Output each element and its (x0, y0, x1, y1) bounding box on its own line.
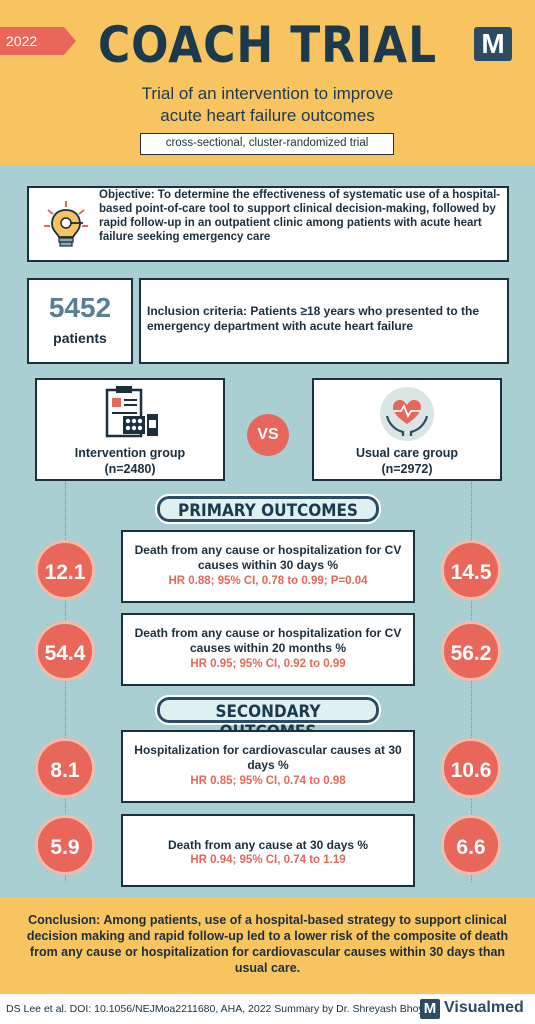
objective-box: Objective: To determine the effectivenes… (27, 186, 509, 262)
intervention-group-box: Intervention group (n=2480) (35, 378, 225, 481)
subtitle-line-1: Trial of an intervention to improve (141, 84, 394, 103)
primary-outcomes-banner: PRIMARY OUTCOMES (155, 494, 381, 524)
footer: DS Lee et al. DOI: 10.1056/NEJMoa2211680… (0, 994, 535, 1024)
conclusion-text: Conclusion: Among patients, use of a hos… (26, 913, 509, 975)
usual-connector-line (471, 482, 472, 882)
lightbulb-icon (44, 201, 88, 247)
page-title: COACH TRIAL (97, 16, 438, 74)
usual-value-circle: 6.6 (441, 815, 501, 875)
outcome-stat: HR 0.95; 95% CI, 0.92 to 0.99 (190, 658, 346, 670)
patient-count: 5452 (48, 292, 112, 323)
usual-value-circle: 10.6 (441, 738, 501, 798)
outcome-box: Hospitalization for cardiovascular cause… (121, 730, 415, 803)
outcome-stat: HR 0.85; 95% CI, 0.74 to 0.98 (190, 775, 346, 787)
footer-brand: Visualmed (444, 999, 524, 1016)
objective-text: Objective: To determine the effectivenes… (99, 189, 501, 243)
conclusion-banner: Conclusion: Among patients, use of a hos… (0, 898, 535, 994)
heart-hands-icon (380, 387, 434, 441)
header-banner: 2022 COACH TRIAL M Trial of an intervent… (0, 0, 535, 165)
outcome-stat: HR 0.88; 95% CI, 0.78 to 0.99; P=0.04 (168, 575, 368, 587)
subtitle-line-2: acute heart failure outcomes (160, 106, 375, 125)
outcome-box: Death from any cause or hospitalization … (121, 613, 415, 686)
page-subtitle: Trial of an intervention to improve acut… (0, 83, 535, 127)
year-tag: 2022 (0, 27, 76, 55)
intervention-group-n: (n=2480) (104, 462, 156, 476)
inclusion-criteria-box: Inclusion criteria: Patients ≥18 years w… (139, 278, 509, 364)
intervention-value-circle: 54.4 (35, 621, 95, 681)
intervention-value-circle: 12.1 (35, 540, 95, 600)
trial-design-badge: cross-sectional, cluster-randomized tria… (140, 133, 394, 155)
outcome-title: Death from any cause or hospitalization … (134, 543, 402, 572)
usual-value-circle: 56.2 (441, 621, 501, 681)
usual-care-group-box: Usual care group (n=2972) (312, 378, 502, 481)
primary-outcomes-title: PRIMARY OUTCOMES (178, 501, 358, 521)
usual-care-group-n: (n=2972) (381, 462, 433, 476)
outcome-title: Death from any cause at 30 days % (167, 838, 369, 852)
intervention-value-circle: 8.1 (35, 738, 95, 798)
secondary-outcomes-banner: SECONDARY OUTCOMES (155, 695, 381, 742)
visualmed-logo: M (474, 27, 512, 61)
intervention-group-name: Intervention group (74, 446, 186, 460)
usual-care-group-name: Usual care group (355, 446, 459, 460)
clipboard-medication-icon (105, 386, 158, 438)
inclusion-criteria-text: Inclusion criteria: Patients ≥18 years w… (147, 304, 480, 333)
vs-badge: VS (247, 414, 289, 456)
citation-text: DS Lee et al. DOI: 10.1056/NEJMoa2211680… (6, 1003, 434, 1015)
intervention-value-circle: 5.9 (35, 815, 95, 875)
patient-count-box: 5452 patients (27, 278, 133, 364)
intervention-connector-line (65, 482, 66, 882)
usual-value-circle: 14.5 (441, 540, 501, 600)
outcome-title: Death from any cause or hospitalization … (134, 626, 402, 655)
footer-logo: M (420, 999, 440, 1019)
outcome-title: Hospitalization for cardiovascular cause… (134, 743, 402, 772)
outcome-stat: HR 0.94; 95% CI, 0.74 to 1.19 (190, 854, 346, 866)
outcome-box: Death from any cause or hospitalization … (121, 530, 415, 603)
patient-count-label: patients (53, 330, 107, 346)
outcome-box: Death from any cause at 30 days % HR 0.9… (121, 814, 415, 887)
